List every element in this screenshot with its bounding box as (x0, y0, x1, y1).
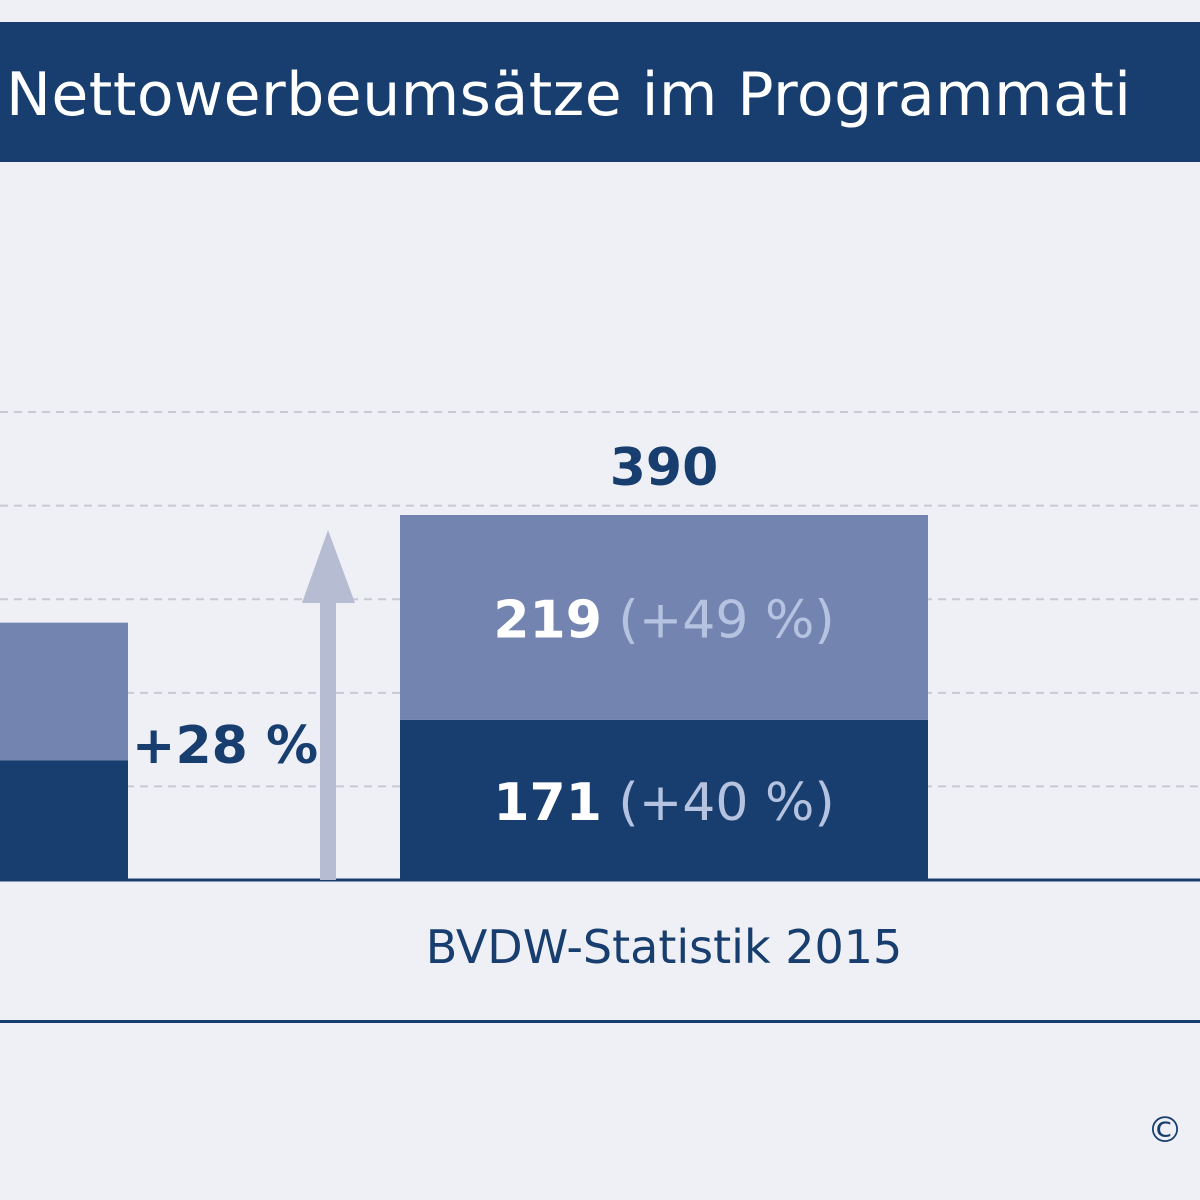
category-label: BVDW-Statistik 2015 (426, 920, 903, 974)
title-bar: Nettowerbeumsätze im Programmati (0, 22, 1200, 162)
growth-arrow-shaft (320, 598, 336, 880)
bar-segment-lower (400, 719, 928, 880)
bar-segment-upper (400, 515, 928, 720)
bar-segment-lower (0, 760, 128, 880)
bars (0, 515, 1200, 882)
bar-segment-upper (0, 622, 128, 761)
copyright-icon: © (1147, 1110, 1183, 1151)
growth-arrow-group (302, 530, 355, 880)
data-label-upper: 219 (+49 %) (493, 590, 834, 650)
data-label-lower: 171 (+40 %) (493, 773, 834, 833)
bottom-divider (0, 1020, 1200, 1023)
gridlines (0, 411, 1200, 788)
growth-label: +28 % (132, 716, 318, 776)
growth-arrow-head (302, 530, 355, 603)
data-labels: …4171 (+40 %)219 (+49 %)390BVDW-Statisti… (132, 438, 903, 974)
chart-title: Nettowerbeumsätze im Programmati (6, 60, 1132, 130)
total-label: 390 (610, 438, 719, 498)
